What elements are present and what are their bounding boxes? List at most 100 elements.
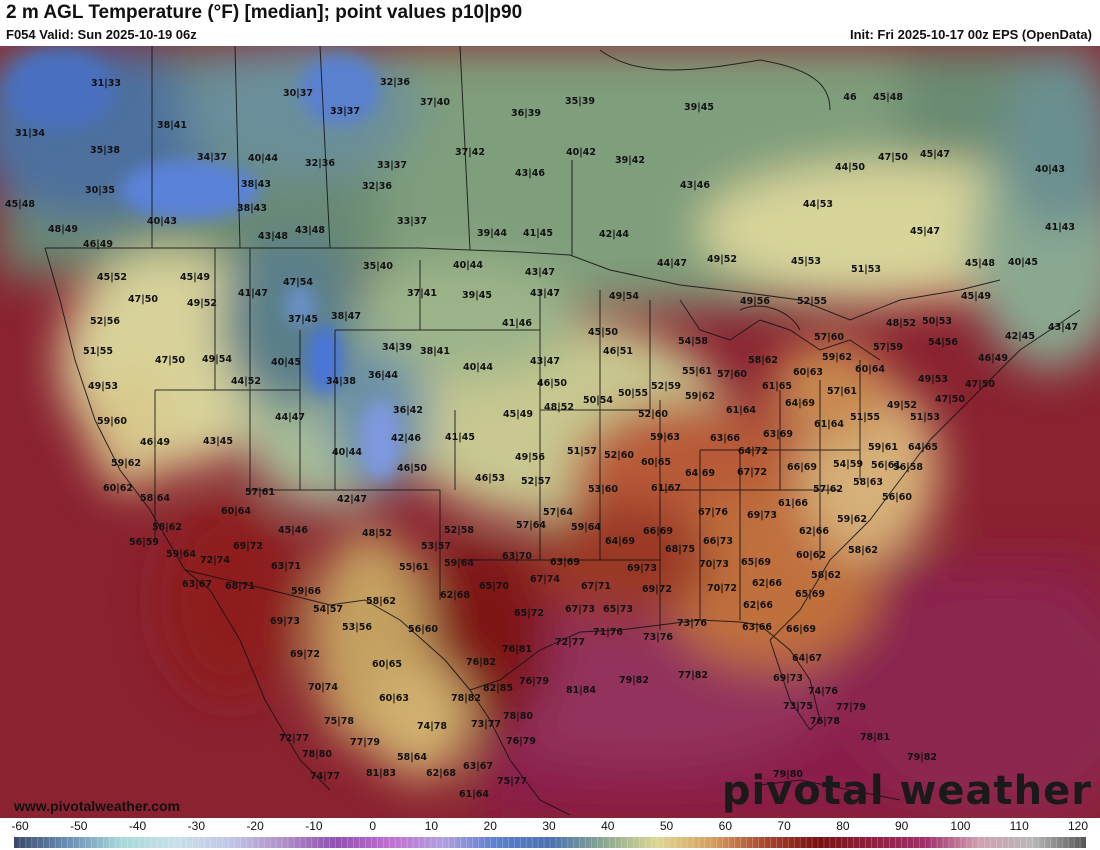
legend-tick: 100 [950,819,971,833]
point-value: 73|77 [471,719,501,730]
point-value: 40|45 [271,357,301,368]
legend-tick: 90 [894,819,909,833]
point-value: 61|66 [778,498,808,509]
point-value: 61|64 [459,789,489,800]
point-value: 35|38 [90,145,120,156]
point-value: 32|36 [380,77,410,88]
brand-logo: pivotal weather [721,768,1092,814]
point-value: 46|53 [475,473,505,484]
point-value: 60|62 [796,550,826,561]
temperature-map[interactable]: 31|33 31|34 38|41 35|38 30|35 45|48 40|43 48|49… [0,46,1100,818]
point-value: 37|42 [455,147,485,158]
point-value: 41|45 [523,228,553,239]
point-value: 34|38 [326,376,356,387]
point-value: 76|81 [502,644,532,655]
point-value: 57|60 [814,332,844,343]
point-value: 58|62 [748,355,778,366]
point-value: 65|69 [795,589,825,600]
point-value: 60|64 [221,506,251,517]
point-value: 74|78 [417,721,447,732]
point-value: 47|54 [283,277,313,288]
point-value: 44|53 [803,199,833,210]
point-value: 68|71 [225,581,255,592]
point-value: 47|50 [878,152,908,163]
point-value: 76|78 [810,716,840,727]
point-value: 58|62 [848,545,878,556]
point-value: 50|54 [583,395,613,406]
point-value: 69|73 [270,616,300,627]
map-title: 2 m AGL Temperature (°F) [median]; point… [6,2,523,23]
point-value: 45|48 [873,92,903,103]
point-value: 56|60 [882,492,912,503]
point-value: 49|52 [707,254,737,265]
point-value: 59|62 [822,352,852,363]
point-value: 51|55 [850,412,880,423]
point-value: 31|34 [15,128,45,139]
point-value: 79|82 [619,675,649,686]
point-value: 41|46 [502,318,532,329]
point-value: 63|71 [271,561,301,572]
temperature-legend: -60 -50 -40 -30 -20 -10 0 10 20 30 40 50 60 70 80 90 100… [0,818,1100,850]
map-header: 2 m AGL Temperature (°F) [median]; point… [0,0,1100,46]
point-value: 38|41 [157,120,187,131]
point-value: 67|72 [737,467,767,478]
point-value: 73|75 [783,701,813,712]
point-value: 45|49 [180,272,210,283]
point-value: 40|43 [1035,164,1065,175]
point-value: 43|48 [258,231,288,242]
point-value: 43|47 [530,288,560,299]
point-value: 40|44 [463,362,493,373]
point-value: 49|54 [202,354,232,365]
point-value: 57|64 [543,507,573,518]
point-value: 59|64 [444,558,474,569]
site-credit[interactable]: www.pivotalweather.com [14,798,180,814]
point-value: 60|65 [641,457,671,468]
point-value: 39|42 [615,155,645,166]
point-value: 36|39 [511,108,541,119]
point-value: 32|36 [362,181,392,192]
legend-colorbar [14,837,1086,848]
point-value: 60|62 [103,483,133,494]
point-value: 45|53 [791,256,821,267]
point-value: 44|50 [835,162,865,173]
point-value: 46|49 [978,353,1008,364]
point-value: 48|52 [544,402,574,413]
legend-tick: -10 [305,819,323,833]
legend-tick: 110 [1009,819,1029,833]
point-value: 57|61 [827,386,857,397]
point-value: 42|44 [599,229,629,240]
point-value: 62|68 [426,768,456,779]
point-value: 49|56 [515,452,545,463]
point-value: 47|50 [965,379,995,390]
point-value: 65|69 [741,557,771,568]
point-value: 57|59 [873,342,903,353]
point-value: 63|67 [463,761,493,772]
point-value: 40|42 [566,147,596,158]
legend-tick: 20 [483,819,497,833]
point-value: 65|70 [479,581,509,592]
point-value: 65|73 [603,604,633,615]
point-value: 77|79 [836,702,866,713]
point-value: 51|53 [910,412,940,423]
point-value: 38|47 [331,311,361,322]
point-value: 69|72 [642,584,672,595]
point-value: 38|43 [237,203,267,214]
point-value: 46|49 [140,437,170,448]
point-value: 69|72 [233,541,263,552]
point-value: 43|47 [1048,322,1078,333]
point-value: 72|74 [200,555,230,566]
point-value: 57|62 [813,484,843,495]
point-value: 51|53 [851,264,881,275]
point-value: 67|71 [581,581,611,592]
point-value: 63|69 [550,557,580,568]
point-value: 59|62 [111,458,141,469]
point-value: 78|80 [302,749,332,760]
point-value: 44|52 [231,376,261,387]
point-value: 42|46 [391,433,421,444]
point-value: 74|77 [310,771,340,782]
point-value: 56|60 [408,624,438,635]
point-value: 47|50 [155,355,185,366]
point-value: 66|69 [786,624,816,635]
point-value: 59|62 [685,391,715,402]
point-value: 30|35 [85,185,115,196]
